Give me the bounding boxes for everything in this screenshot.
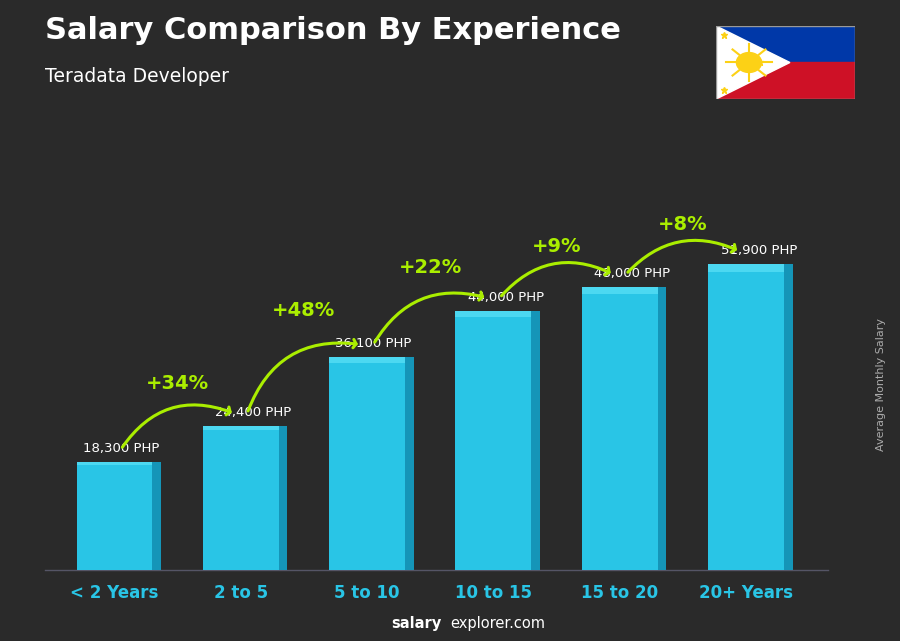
Bar [658,287,666,570]
Bar [76,463,152,570]
Text: 48,000 PHP: 48,000 PHP [594,267,670,280]
Bar [716,26,855,62]
Text: 36,100 PHP: 36,100 PHP [336,337,412,351]
Bar [531,311,540,570]
Text: explorer.com: explorer.com [450,617,545,631]
Text: +34%: +34% [146,374,209,393]
Text: +48%: +48% [273,301,336,320]
Polygon shape [716,26,790,99]
Text: +8%: +8% [658,215,707,235]
Bar [581,287,658,294]
Bar [202,426,279,570]
Bar [708,264,784,570]
Text: +9%: +9% [532,237,581,256]
Text: 18,300 PHP: 18,300 PHP [83,442,159,455]
Bar [708,264,784,272]
Bar [581,287,658,570]
Bar [405,358,414,570]
Text: salary: salary [392,617,442,631]
Bar [455,311,531,317]
Bar [152,463,161,570]
Bar [784,264,793,570]
Text: 24,400 PHP: 24,400 PHP [215,406,292,419]
Bar [279,426,287,570]
Text: +22%: +22% [399,258,462,278]
Bar [455,311,531,570]
Text: Salary Comparison By Experience: Salary Comparison By Experience [45,16,621,45]
Circle shape [736,53,761,72]
Text: Average Monthly Salary: Average Monthly Salary [877,318,886,451]
Text: 44,000 PHP: 44,000 PHP [468,291,544,304]
Bar [329,358,405,363]
Bar [329,358,405,570]
Text: Teradata Developer: Teradata Developer [45,67,229,87]
Bar [76,463,152,465]
Text: 51,900 PHP: 51,900 PHP [721,244,797,257]
Bar [716,62,855,99]
Bar [202,426,279,430]
